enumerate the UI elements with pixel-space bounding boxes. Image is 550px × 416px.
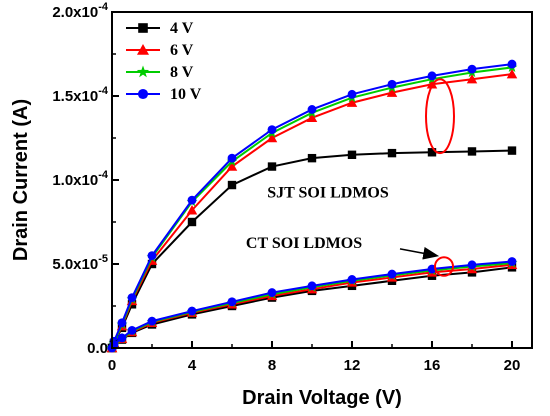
y-tick-label: 0.0 (87, 340, 108, 357)
data-point (147, 251, 157, 261)
data-point (127, 325, 137, 335)
series-line (111, 263, 513, 349)
data-point (387, 269, 397, 279)
legend-marker (137, 44, 149, 55)
y-tick-label: 1.5x10-4 (52, 85, 109, 105)
data-point (267, 125, 277, 135)
legend-item: 6 V (126, 42, 194, 59)
x-tick-label: 8 (268, 357, 276, 374)
y-tick-label: 2.0x10-4 (52, 1, 109, 21)
data-point (127, 293, 137, 303)
legend-label: 8 V (170, 64, 194, 81)
data-point (347, 275, 357, 284)
ellipse-ct (434, 256, 454, 277)
data-point (346, 97, 358, 107)
data-point (117, 333, 127, 343)
data-point (507, 59, 517, 69)
series-line (111, 63, 513, 349)
data-point (187, 306, 197, 316)
legend-marker (137, 88, 149, 100)
y-tick-label: 5.0x10-5 (52, 253, 108, 273)
x-tick-label: 4 (188, 357, 197, 374)
legend-label: 10 V (170, 86, 202, 103)
legend-marker (138, 23, 148, 33)
data-point (187, 217, 197, 227)
legend: 4 V 6 V 8 V 10 V (126, 20, 202, 103)
ellipse-sjt (425, 78, 455, 155)
x-axis-ticks: 0 4 8 12 16 20 (108, 341, 521, 374)
legend-label: 4 V (170, 20, 194, 37)
data-point (387, 79, 397, 89)
x-tick-label: 0 (108, 357, 116, 374)
data-point (147, 316, 157, 326)
data-point (307, 153, 317, 163)
x-tick-label: 20 (504, 357, 521, 374)
y-tick-label: 1.0x10-4 (52, 169, 109, 189)
y-axis-label: Drain Current (A) (10, 99, 32, 261)
data-point (187, 195, 197, 205)
series-ct-10v (107, 257, 517, 353)
data-point (227, 297, 237, 307)
x-tick-label: 12 (344, 357, 361, 374)
data-point (267, 288, 277, 297)
annotation-layer: SJT SOI LDMOS CT SOI LDMOS (246, 78, 455, 277)
data-point (186, 204, 198, 215)
data-point (267, 162, 277, 171)
data-point (467, 64, 477, 74)
annotation-ct: CT SOI LDMOS (246, 235, 362, 252)
x-axis-label: Drain Voltage (V) (242, 387, 402, 409)
series-ct-4v (107, 263, 517, 353)
data-point (307, 105, 317, 114)
legend-item: 10 V (126, 86, 202, 103)
legend-item: 4 V (126, 20, 194, 37)
legend-marker (136, 65, 150, 78)
y-axis-ticks: 0.0 5.0x10-5 1.0x10-4 1.5x10-4 2.0x10-4 (52, 1, 119, 357)
data-point (467, 147, 477, 156)
series-sjt-10v (107, 59, 517, 353)
series-line (111, 262, 513, 349)
annotation-sjt: SJT SOI LDMOS (267, 185, 389, 202)
data-point (507, 257, 517, 266)
data-point (226, 161, 238, 171)
legend-label: 6 V (170, 42, 194, 59)
x-tick-label: 16 (424, 357, 441, 374)
data-point (347, 89, 357, 99)
plot-frame (111, 11, 533, 349)
data-point (426, 78, 438, 89)
data-point (467, 260, 477, 270)
data-point (227, 180, 237, 190)
data-point (427, 71, 437, 81)
data-point (507, 146, 517, 155)
data-point (266, 132, 278, 143)
data-point (427, 148, 437, 157)
data-point (386, 87, 398, 97)
data-point (466, 73, 478, 84)
data-point (307, 281, 317, 291)
series-line (111, 266, 513, 349)
annotation-arrow (399, 246, 440, 260)
data-point (117, 318, 127, 328)
data-point (227, 153, 237, 163)
legend-item: 8 V (126, 64, 194, 81)
series-layer (106, 59, 518, 353)
series-ct-8v (106, 257, 518, 353)
data-point (387, 148, 397, 158)
data-point (347, 150, 357, 159)
data-point (306, 112, 318, 123)
data-point (506, 68, 518, 79)
